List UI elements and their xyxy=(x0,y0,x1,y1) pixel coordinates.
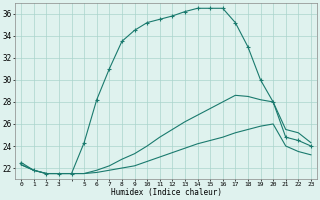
X-axis label: Humidex (Indice chaleur): Humidex (Indice chaleur) xyxy=(110,188,221,197)
